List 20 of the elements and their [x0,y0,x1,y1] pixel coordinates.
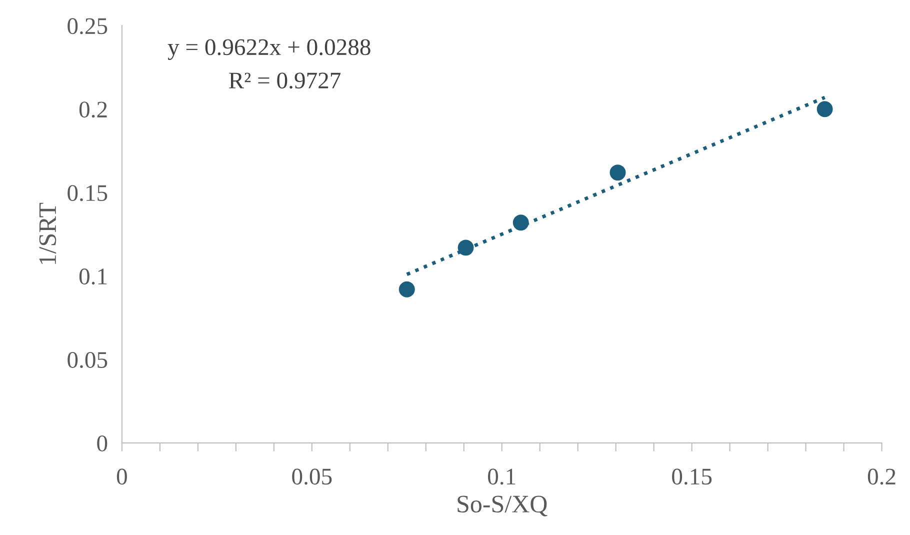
y-tick-label: 0.2 [79,102,107,118]
point [610,164,626,181]
annotation: R² = 0.9727 [229,72,341,89]
point [458,240,474,256]
x-tick-label: 0 [116,468,127,485]
x-tick-label: 0.15 [672,468,712,485]
x-axis-title: So-S/XQ [458,496,548,516]
y-tick-label: 0.1 [79,268,107,285]
y-tick-label: 0.15 [68,185,108,202]
x-tick-label: 0.2 [868,468,896,485]
y-tick-label: 0.05 [68,352,108,368]
y-tick-label: 0 [97,435,108,452]
x-tick-label: 0.05 [292,468,332,485]
annotation: y = 0.9622x + 0.0288 [168,39,370,60]
point [398,281,415,298]
x-tick-label: 0.1 [488,468,516,485]
point [512,214,529,231]
point [816,101,833,118]
y-axis-title: 1/SRT [39,202,56,264]
y-tick-label: 0.25 [68,18,108,34]
